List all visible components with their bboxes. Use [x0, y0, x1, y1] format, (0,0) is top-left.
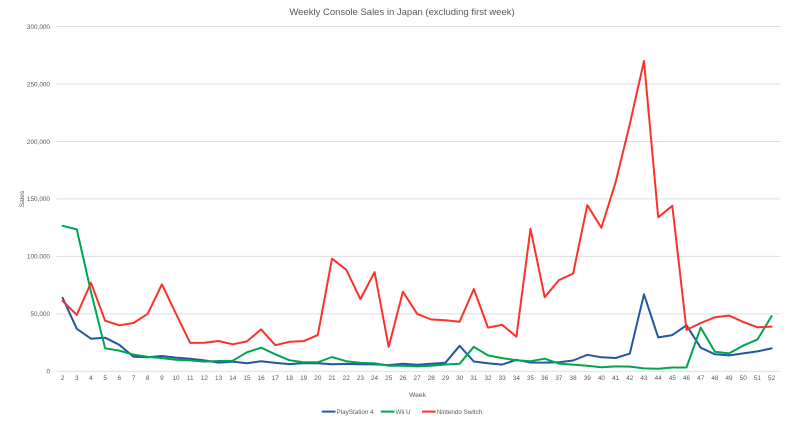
svg-text:47: 47	[697, 375, 705, 382]
svg-text:51: 51	[754, 375, 762, 382]
svg-text:50,000: 50,000	[30, 311, 50, 318]
svg-text:23: 23	[357, 375, 365, 382]
svg-text:50: 50	[740, 375, 748, 382]
svg-text:39: 39	[584, 375, 592, 382]
svg-text:38: 38	[570, 375, 578, 382]
svg-text:3: 3	[75, 375, 79, 382]
svg-text:26: 26	[399, 375, 407, 382]
svg-text:Sales: Sales	[19, 190, 26, 207]
svg-text:40: 40	[598, 375, 606, 382]
svg-text:17: 17	[272, 375, 280, 382]
svg-text:250,000: 250,000	[27, 81, 51, 88]
svg-text:22: 22	[343, 375, 351, 382]
svg-text:49: 49	[726, 375, 734, 382]
svg-text:30: 30	[456, 375, 464, 382]
svg-text:9: 9	[160, 375, 164, 382]
svg-text:25: 25	[385, 375, 393, 382]
svg-text:19: 19	[300, 375, 308, 382]
svg-text:Wii U: Wii U	[396, 409, 411, 416]
svg-text:37: 37	[555, 375, 563, 382]
svg-text:150,000: 150,000	[27, 196, 51, 203]
svg-text:52: 52	[768, 375, 776, 382]
svg-text:29: 29	[442, 375, 450, 382]
svg-text:300,000: 300,000	[27, 24, 51, 31]
svg-text:13: 13	[215, 375, 223, 382]
svg-text:4: 4	[89, 375, 93, 382]
svg-text:42: 42	[626, 375, 634, 382]
svg-text:18: 18	[286, 375, 294, 382]
svg-text:21: 21	[328, 375, 336, 382]
svg-text:32: 32	[484, 375, 492, 382]
svg-text:14: 14	[229, 375, 237, 382]
svg-text:45: 45	[669, 375, 677, 382]
svg-text:44: 44	[655, 375, 663, 382]
svg-text:46: 46	[683, 375, 691, 382]
svg-text:43: 43	[640, 375, 648, 382]
svg-text:200,000: 200,000	[27, 139, 51, 146]
svg-text:31: 31	[470, 375, 478, 382]
svg-text:28: 28	[428, 375, 436, 382]
svg-text:100,000: 100,000	[27, 254, 51, 261]
svg-text:33: 33	[499, 375, 507, 382]
svg-text:7: 7	[132, 375, 136, 382]
svg-text:Weekly Console Sales in Japan: Weekly Console Sales in Japan (excluding…	[289, 7, 514, 18]
svg-text:11: 11	[187, 375, 194, 382]
svg-text:0: 0	[46, 369, 50, 376]
svg-text:12: 12	[201, 375, 209, 382]
svg-text:10: 10	[172, 375, 180, 382]
svg-text:24: 24	[371, 375, 379, 382]
svg-text:34: 34	[513, 375, 521, 382]
svg-text:2: 2	[61, 375, 65, 382]
svg-text:16: 16	[258, 375, 266, 382]
svg-text:PlayStation 4: PlayStation 4	[337, 409, 375, 416]
svg-text:41: 41	[612, 375, 620, 382]
svg-text:20: 20	[314, 375, 322, 382]
svg-text:6: 6	[118, 375, 122, 382]
svg-text:5: 5	[103, 375, 107, 382]
svg-text:35: 35	[527, 375, 535, 382]
svg-text:27: 27	[414, 375, 422, 382]
svg-text:48: 48	[711, 375, 719, 382]
svg-text:Nintendo Switch: Nintendo Switch	[437, 409, 483, 416]
svg-text:15: 15	[243, 375, 251, 382]
svg-text:36: 36	[541, 375, 549, 382]
svg-text:Week: Week	[409, 392, 426, 399]
svg-text:8: 8	[146, 375, 150, 382]
